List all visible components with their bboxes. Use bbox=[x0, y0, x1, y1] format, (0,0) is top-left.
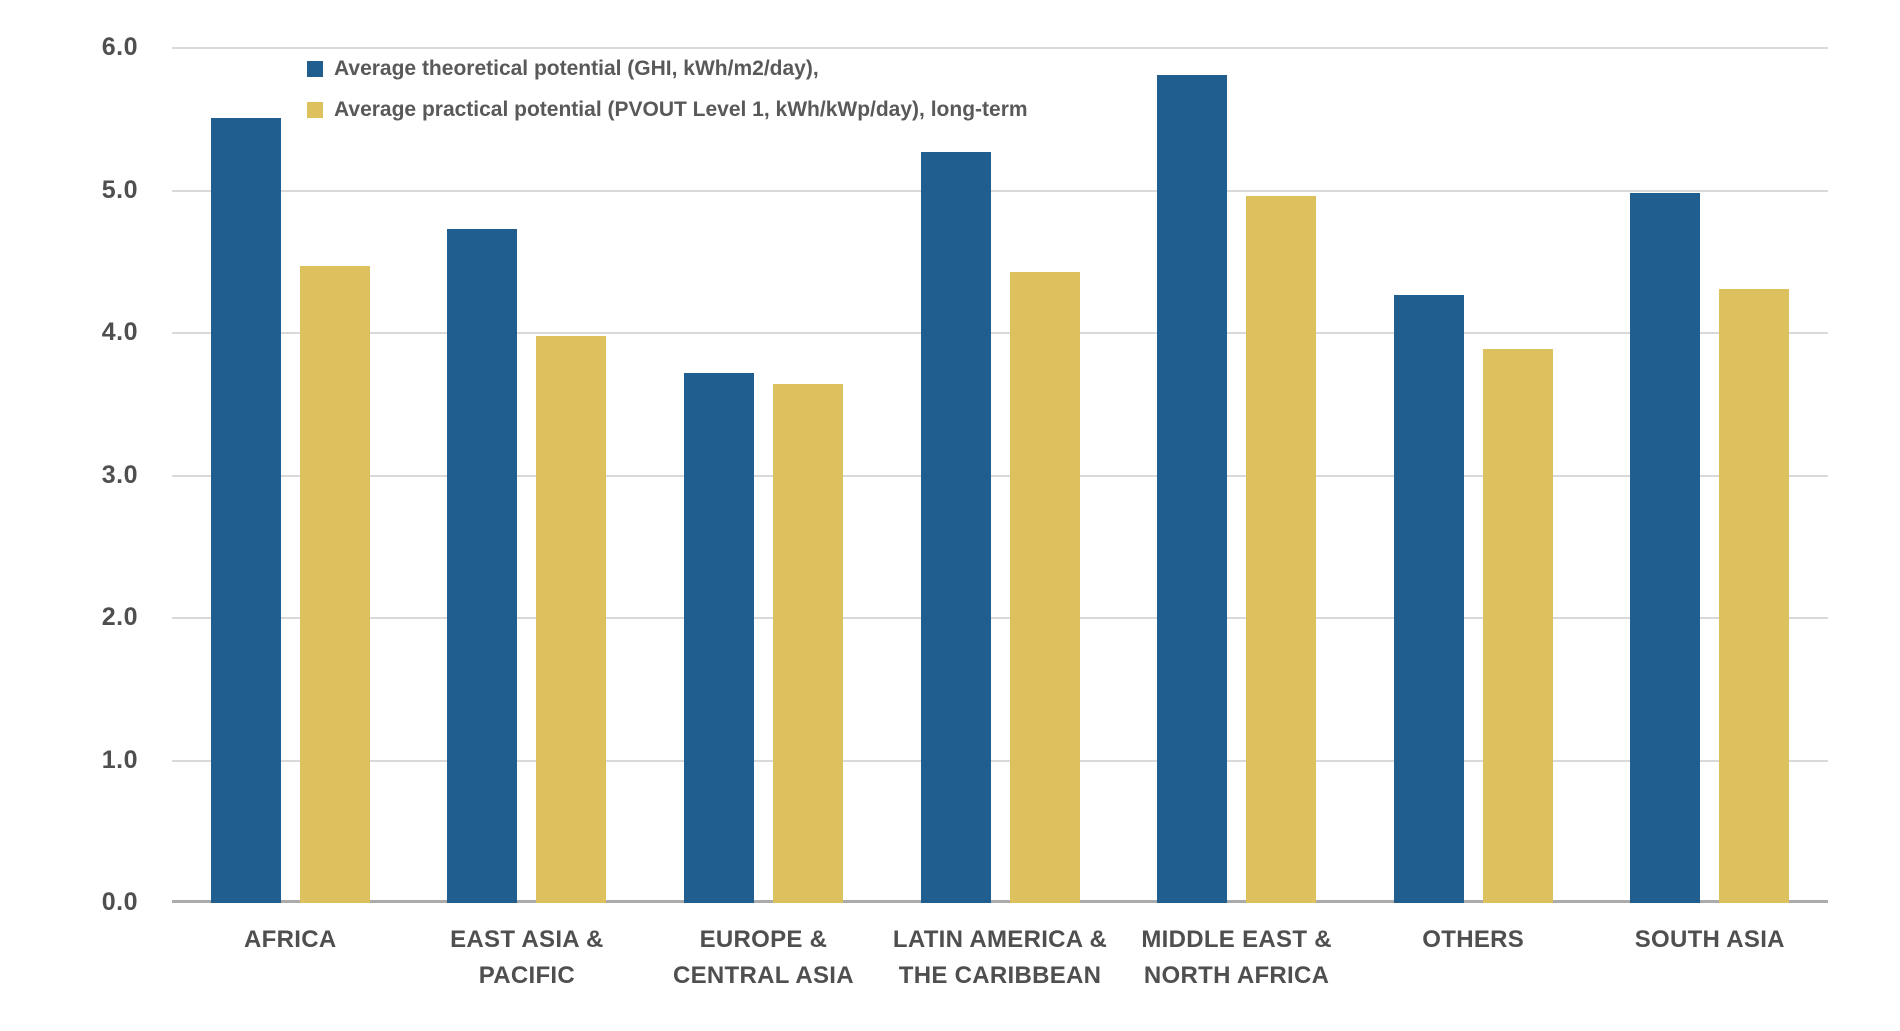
bar-practical-latin-america-the-caribbean bbox=[1009, 271, 1080, 903]
gridline-5 bbox=[172, 189, 1828, 192]
bar-theoretical-africa bbox=[210, 117, 281, 903]
gridline-6 bbox=[172, 47, 1828, 49]
bar-practical-africa bbox=[299, 266, 370, 903]
y-axis-tick-label: 0.0 bbox=[101, 887, 138, 916]
x-axis-category-label: EAST ASIA & PACIFIC bbox=[450, 926, 604, 989]
y-axis-tick-label: 5.0 bbox=[101, 175, 138, 204]
bar-group-south-asia bbox=[1591, 48, 1828, 903]
legend-swatch-practical bbox=[307, 102, 323, 118]
x-axis-baseline bbox=[172, 900, 1828, 903]
plot-area bbox=[172, 47, 1828, 903]
bar-theoretical-east-asia-pacific bbox=[447, 228, 518, 903]
legend-label-practical: Average practical potential (PVOUT Level… bbox=[334, 98, 1028, 121]
bar-practical-others bbox=[1482, 348, 1553, 903]
legend-swatch-theoretical bbox=[307, 61, 323, 77]
bar-theoretical-others bbox=[1393, 294, 1464, 903]
bar-series-container bbox=[172, 48, 1828, 903]
gridline-3 bbox=[172, 474, 1828, 477]
x-axis-category-label: LATIN AMERICA & THE CARIBBEAN bbox=[892, 926, 1108, 989]
y-axis-tick-label: 6.0 bbox=[101, 32, 138, 61]
x-axis-category-label: MIDDLE EAST & NORTH AFRICA bbox=[1141, 926, 1332, 989]
legend-label-theoretical: Average theoretical potential (GHI, kWh/… bbox=[334, 57, 819, 80]
bar-group-africa bbox=[172, 48, 409, 903]
bar-group-europe-central-asia bbox=[645, 48, 882, 903]
y-axis-tick-label: 3.0 bbox=[101, 460, 138, 489]
legend-item-practical: Average practical potential (PVOUT Level… bbox=[307, 98, 1028, 122]
bar-theoretical-south-asia bbox=[1630, 193, 1701, 903]
chart-legend: Average theoretical potential (GHI, kWh/… bbox=[307, 57, 1028, 122]
legend-item-theoretical: Average theoretical potential (GHI, kWh/… bbox=[307, 57, 1028, 81]
bar-theoretical-europe-central-asia bbox=[683, 372, 754, 903]
bar-practical-middle-east-north-africa bbox=[1246, 196, 1317, 903]
gridline-2 bbox=[172, 617, 1828, 619]
x-axis-category-label: SOUTH ASIA bbox=[1634, 926, 1785, 953]
bar-group-others bbox=[1355, 48, 1592, 903]
x-axis-category-label: AFRICA bbox=[244, 926, 337, 953]
bar-theoretical-latin-america-the-caribbean bbox=[920, 152, 991, 903]
y-axis-tick-label: 4.0 bbox=[101, 317, 138, 346]
bar-practical-europe-central-asia bbox=[772, 384, 843, 903]
x-axis-category-label: OTHERS bbox=[1422, 926, 1525, 953]
x-axis-category-label: EUROPE & CENTRAL ASIA bbox=[672, 926, 854, 989]
bar-group-east-asia-pacific bbox=[409, 48, 646, 903]
y-axis-tick-label: 2.0 bbox=[101, 602, 138, 631]
y-axis-tick-labels: 0.0 1.0 2.0 3.0 4.0 5.0 6.0 bbox=[0, 33, 150, 916]
x-axis-category-labels: AFRICA EAST ASIA & PACIFIC EUROPE & CENTRA… bbox=[172, 922, 1828, 994]
bar-practical-east-asia-pacific bbox=[536, 335, 607, 903]
bar-practical-south-asia bbox=[1719, 288, 1790, 903]
gridline-1 bbox=[172, 759, 1828, 762]
gridline-4 bbox=[172, 332, 1828, 334]
bar-group-middle-east-north-africa bbox=[1118, 48, 1355, 903]
bar-theoretical-middle-east-north-africa bbox=[1157, 75, 1228, 903]
y-axis-tick-label: 1.0 bbox=[101, 745, 138, 774]
bar-group-latin-america-the-caribbean bbox=[882, 48, 1119, 903]
